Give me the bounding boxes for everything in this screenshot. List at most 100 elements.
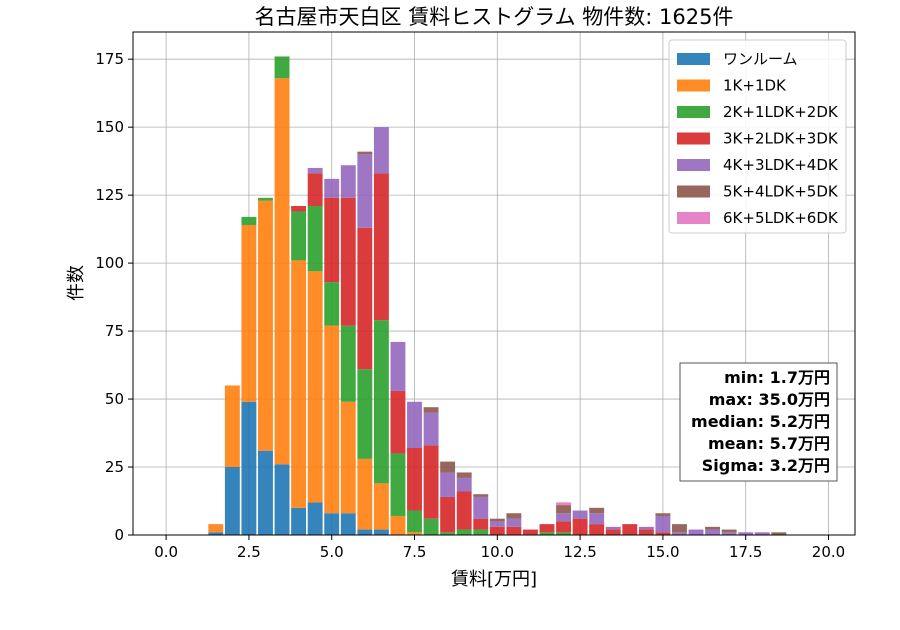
y-tick-label: 25: [105, 458, 124, 476]
legend-label: 4K+3LDK+4DK: [723, 156, 839, 174]
bar-segment: [340, 513, 356, 535]
bar-segment: [208, 524, 224, 533]
x-tick-label: 15.0: [646, 543, 679, 561]
bar-segment: [357, 458, 373, 530]
bar-segment: [390, 453, 406, 516]
bar-segment: [473, 494, 489, 497]
x-tick-label: 20.0: [812, 543, 845, 561]
bar-segment: [307, 167, 323, 174]
bar-segment: [390, 341, 406, 391]
legend-swatch: [677, 132, 710, 145]
y-tick-label: 100: [95, 254, 124, 272]
bar-segment: [373, 173, 389, 321]
bar-segment: [754, 532, 770, 535]
plot-frame: [132, 31, 856, 536]
bar-segment: [440, 532, 456, 535]
bar-segment: [274, 78, 290, 465]
bar-segment: [738, 532, 754, 535]
bar-segment: [506, 518, 522, 527]
bar-segment: [589, 507, 605, 514]
bar-segment: [224, 467, 240, 535]
legend: ワンルーム 1K+1DK 2K+1LDK+2DK 3K+2LDK+3DK 4K+3LDK…: [668, 39, 847, 234]
bar-segment: [390, 515, 406, 535]
bar-segment: [721, 529, 737, 533]
bar-segment: [556, 513, 572, 522]
bar-segment: [556, 532, 572, 535]
bar-segment: [440, 496, 456, 533]
bar-segment: [489, 521, 505, 527]
bar-segment: [224, 385, 240, 468]
bar-segment: [423, 518, 439, 535]
bar-segment: [771, 532, 787, 535]
bar-segment: [373, 127, 389, 174]
bar-segment: [556, 502, 572, 506]
legend-swatch: [677, 53, 710, 65]
bar-segment: [489, 526, 505, 535]
legend-swatch: [677, 159, 710, 171]
bar-segment: [688, 529, 704, 535]
x-axis-label: 賃料[万円]: [451, 569, 537, 590]
bar-segment: [291, 260, 307, 508]
bar-segment: [407, 401, 422, 448]
bar-segment: [506, 526, 522, 535]
legend-label: 5K+4LDK+5DK: [723, 183, 839, 201]
bar-segment: [324, 282, 340, 326]
bar-segment: [258, 197, 273, 201]
bar-segment: [241, 401, 257, 535]
bar-segment: [357, 151, 373, 155]
x-tick-label: 12.5: [563, 543, 596, 561]
bar-segment: [655, 513, 671, 516]
legend-label: 2K+1LDK+2DK: [723, 103, 839, 121]
legend-label: 1K+1DK: [723, 77, 787, 95]
bar-segment: [373, 483, 389, 530]
bar-segment: [357, 227, 373, 370]
stats-line: Sigma: 3.2万円: [702, 456, 830, 475]
stats-line: min: 1.7万円: [724, 368, 830, 387]
bar-segment: [340, 401, 356, 514]
bar-segment: [456, 472, 472, 478]
bar-segment: [721, 532, 737, 535]
x-tick-label: 10.0: [481, 543, 514, 561]
bar-segment: [324, 178, 340, 198]
bar-segment: [423, 412, 439, 446]
stats-line: mean: 5.7万円: [708, 434, 830, 453]
bar-segment: [705, 529, 721, 535]
bar-segment: [241, 216, 257, 226]
bar-segment: [622, 524, 638, 535]
legend-swatch: [677, 79, 710, 92]
x-tick-label: 5.0: [320, 543, 344, 561]
bar-segment: [506, 513, 522, 519]
bar-segment: [324, 513, 340, 535]
bar-segment: [324, 197, 340, 283]
bar-segment: [456, 477, 472, 492]
bar-segment: [655, 515, 671, 533]
legend-label: ワンルーム: [723, 50, 798, 68]
bar-segment: [539, 532, 555, 535]
bar-segment: [556, 521, 572, 533]
legend-swatch: [677, 106, 710, 118]
bar-segment: [357, 529, 373, 535]
bar-segment: [489, 518, 505, 522]
bar-segment: [423, 445, 439, 519]
x-tick-label: 7.5: [403, 543, 427, 561]
bar-segment: [307, 271, 323, 503]
bar-segment: [539, 524, 555, 533]
legend-box: [668, 39, 847, 234]
legend-swatch: [677, 212, 710, 224]
axis-ticks: 0.0 2.5 5.0 7.5 10.0 12.5 15.0 17.5 20.0 0 25 50 75 1…: [95, 50, 845, 561]
bar-segment: [440, 472, 456, 497]
bar-segment: [291, 507, 307, 535]
bar-segment: [473, 496, 489, 519]
bars: [208, 56, 787, 535]
bar-segment: [638, 529, 654, 535]
bar-segment: [456, 491, 472, 530]
bar-segment: [340, 325, 356, 402]
bar-segment: [373, 529, 389, 535]
bar-segment: [274, 56, 290, 79]
bar-segment: [357, 154, 373, 228]
bar-segment: [307, 502, 323, 535]
y-tick-label: 75: [105, 322, 124, 340]
bar-segment: [589, 513, 605, 525]
